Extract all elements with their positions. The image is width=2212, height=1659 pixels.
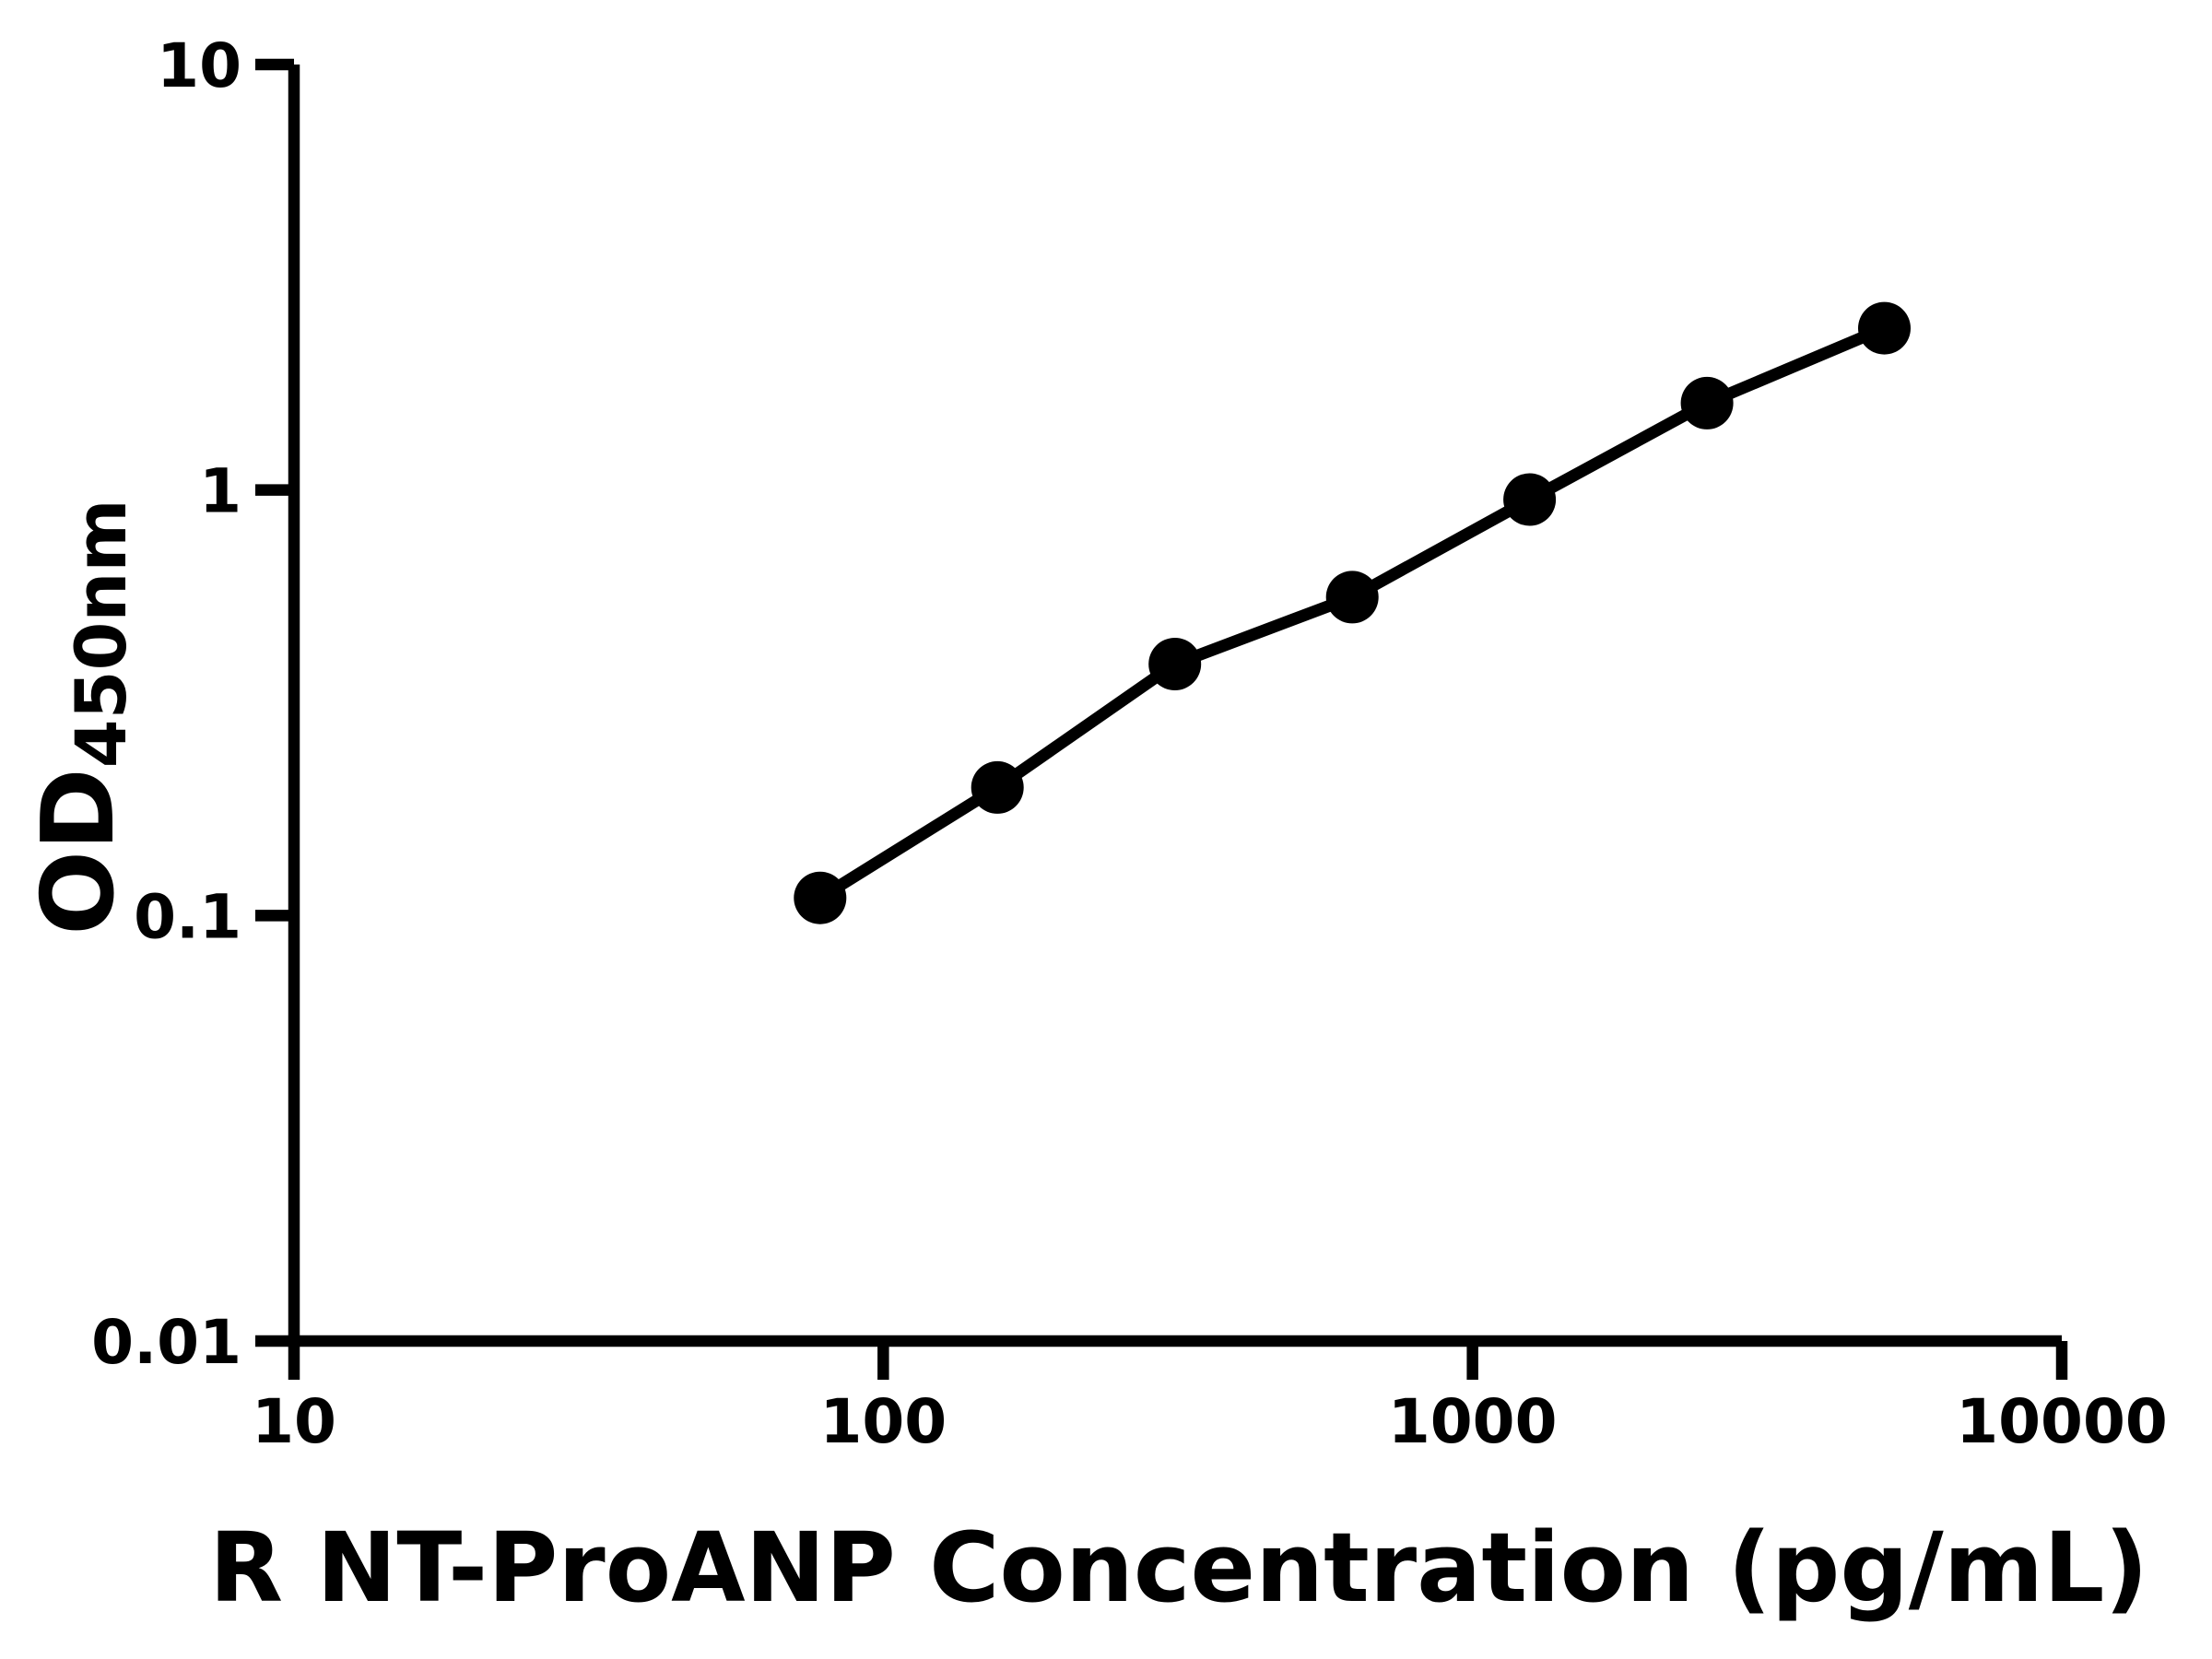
y-axis-ticks: 0.01 0.1 1 10 [91,30,294,1378]
axis-spines [288,65,2062,1347]
y-axis-title: OD450nm [21,499,142,935]
data-point [971,760,1024,814]
data-point [1325,571,1379,624]
x-tick-label: 100 [819,1386,947,1457]
x-tick-label: 10 [252,1386,336,1457]
x-axis-title: R NT-ProANP Concentration (pg/mL) [209,1512,2148,1624]
y-tick-label: 0.01 [91,1307,241,1378]
data-point [1148,638,1202,690]
axis-spine [288,65,2062,1347]
x-tick-label: 10000 [1956,1386,2168,1457]
plot-area: 10 100 1000 10000 0.01 0.1 1 10 [91,30,2168,1457]
series-group [794,301,1911,924]
data-point [1503,473,1557,526]
data-point [1680,376,1734,429]
data-point [1858,301,1911,355]
y-axis-title-main: OD [21,768,136,935]
x-tick-label: 1000 [1388,1386,1558,1457]
y-tick-label: 10 [157,30,241,101]
y-tick-label: 1 [199,456,241,527]
y-axis-title-sub: 450nm [60,499,142,768]
data-point [794,871,847,924]
x-axis-ticks: 10 100 1000 10000 [252,1341,2168,1457]
y-tick-label: 0.1 [134,881,241,952]
